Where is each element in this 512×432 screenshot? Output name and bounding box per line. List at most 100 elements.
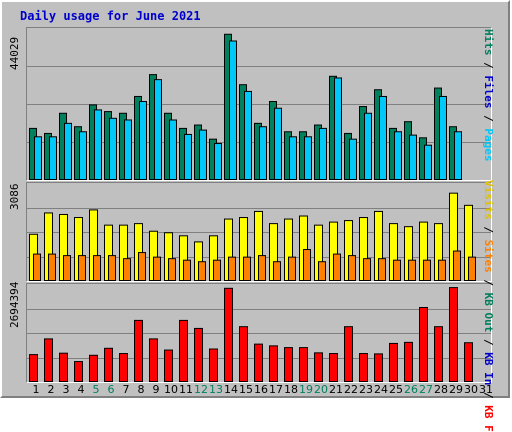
sites-bar-day-18 [288, 256, 296, 281]
sites-bar-day-28 [438, 259, 446, 281]
files-bar-day-7 [124, 119, 132, 180]
legend-entry: Files [482, 75, 495, 109]
x-tick-label: 24 [374, 383, 388, 396]
files-bar-day-29 [454, 131, 462, 180]
legend-separator: / [482, 55, 495, 76]
x-tick-label: 31 [479, 383, 493, 396]
legend-entry: Pages [482, 128, 495, 162]
kb-f-bar-day-5 [89, 354, 98, 382]
kb-f-bar-day-22 [344, 326, 353, 382]
sites-bar-day-15 [243, 256, 251, 281]
x-tick-label: 4 [77, 383, 85, 396]
sites-bar-day-29 [453, 250, 461, 281]
files-bar-day-22 [349, 138, 357, 180]
x-tick-label: 25 [389, 383, 403, 396]
files-bar-day-2 [49, 136, 57, 180]
hits-ymax-label: 44029 [8, 36, 21, 70]
hits-files-pages-plot [27, 33, 491, 180]
kb-f-bar-day-14 [224, 287, 233, 382]
kbytes-ymax-label: 2694394 [8, 281, 21, 328]
x-tick-label: 2 [47, 383, 55, 396]
legend-entry: KB In [482, 352, 495, 386]
legend-separator: / [482, 332, 495, 353]
sites-bar-day-5 [93, 255, 101, 281]
kb-f-bar-day-18 [284, 347, 293, 382]
files-bar-day-19 [304, 136, 312, 180]
x-tick-label: 28 [434, 383, 448, 396]
visits-ymax-label: 3086 [8, 183, 21, 211]
files-bar-day-4 [79, 131, 87, 180]
x-tick-label: 8 [137, 383, 145, 396]
kb-f-bar-day-24 [374, 353, 383, 382]
sites-bar-day-13 [213, 259, 221, 281]
sites-bar-day-8 [138, 252, 146, 281]
x-tick-label: 11 [179, 383, 193, 396]
legend-entry: KB Out [482, 292, 495, 333]
sites-bar-day-22 [348, 255, 356, 281]
kb-f-bar-day-16 [254, 343, 263, 382]
files-bar-day-3 [64, 122, 72, 180]
kb-f-bar-day-10 [164, 349, 173, 382]
kb-f-bar-day-28 [434, 326, 443, 382]
hits-files-pages-panel [26, 27, 492, 181]
x-tick-label: 23 [359, 383, 373, 396]
x-tick-label: 26 [404, 383, 418, 396]
sites-bar-day-11 [183, 259, 191, 281]
x-tick-label: 10 [164, 383, 178, 396]
sites-bar-day-26 [408, 259, 416, 281]
kb-f-bar-day-3 [59, 352, 68, 382]
sites-bar-day-7 [123, 258, 131, 281]
hits-panel-legend: Hits / Files / Pages [482, 29, 495, 162]
kb-f-bar-day-1 [29, 354, 38, 382]
files-bar-day-16 [259, 126, 267, 180]
visits-sites-plot [27, 192, 491, 281]
legend-entry: KB F [482, 405, 495, 432]
kb-f-bar-day-26 [404, 341, 413, 382]
sites-bar-day-4 [78, 255, 86, 281]
kb-f-bar-day-21 [329, 353, 338, 382]
kbytes-plot [27, 287, 491, 382]
sites-bar-day-27 [423, 259, 431, 281]
x-tick-label: 21 [329, 383, 343, 396]
files-bar-day-10 [169, 119, 177, 180]
sites-bar-day-3 [63, 255, 71, 281]
legend-entry: Sites [482, 239, 495, 273]
files-bar-day-20 [319, 127, 327, 180]
kb-f-bar-day-7 [119, 353, 128, 382]
kb-f-bar-day-8 [134, 319, 143, 382]
legend-entry: Hits [482, 29, 495, 56]
x-tick-label: 17 [269, 383, 283, 396]
legend-separator: / [482, 219, 495, 240]
x-tick-label: 19 [299, 383, 313, 396]
files-bar-day-13 [214, 143, 222, 180]
files-bar-day-14 [229, 40, 237, 180]
legend-separator: / [482, 272, 495, 293]
files-bar-day-17 [274, 107, 282, 180]
kb-f-bar-day-12 [194, 327, 203, 382]
files-bar-day-6 [109, 117, 117, 180]
files-bar-day-27 [424, 144, 432, 180]
files-bar-day-24 [379, 95, 387, 180]
kb-f-bar-day-19 [299, 347, 308, 382]
files-bar-day-18 [289, 136, 297, 180]
sites-bar-day-21 [333, 253, 341, 281]
x-tick-label: 6 [107, 383, 115, 396]
files-bar-day-11 [184, 133, 192, 180]
visits-sites-panel [26, 182, 492, 282]
sites-bar-day-10 [168, 258, 176, 281]
kb-f-bar-day-15 [239, 326, 248, 382]
x-tick-label: 3 [62, 383, 70, 396]
x-tick-label: 29 [449, 383, 463, 396]
x-axis-day-labels: 1 2 3 4 5 6 7 8 9 10 11 12 13 14 15 16 17 18 19 20 21 22 23 24 2… [26, 383, 494, 396]
files-bar-day-12 [199, 129, 207, 180]
sites-bar-day-25 [393, 259, 401, 281]
x-tick-label: 12 [194, 383, 208, 396]
kb-f-bar-day-23 [359, 353, 368, 382]
sites-bar-day-19 [303, 249, 311, 281]
x-tick-label: 30 [464, 383, 478, 396]
kb-f-bar-day-11 [179, 319, 188, 382]
sites-bar-day-12 [198, 261, 206, 281]
x-tick-label: 20 [314, 383, 328, 396]
files-bar-day-15 [244, 90, 252, 180]
